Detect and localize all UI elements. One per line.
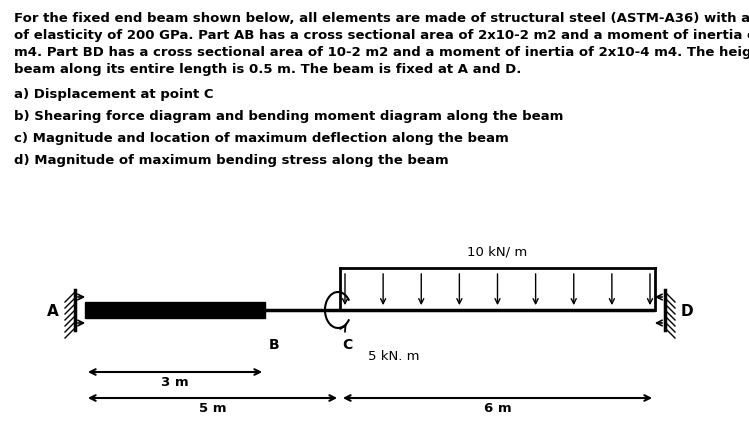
Text: beam along its entire length is 0.5 m. The beam is fixed at A and D.: beam along its entire length is 0.5 m. T…: [14, 63, 521, 76]
Text: 6 m: 6 m: [484, 402, 512, 415]
Bar: [85, 302, 265, 318]
Text: For the fixed end beam shown below, all elements are made of structural steel (A: For the fixed end beam shown below, all …: [14, 12, 749, 25]
Text: b) Shearing force diagram and bending moment diagram along the beam: b) Shearing force diagram and bending mo…: [14, 110, 563, 123]
Text: D: D: [681, 305, 694, 319]
Text: 5 m: 5 m: [198, 402, 226, 415]
Text: 3 m: 3 m: [161, 376, 189, 389]
Text: 10 kN/ m: 10 kN/ m: [467, 246, 527, 258]
Text: C: C: [342, 338, 352, 352]
Text: B: B: [269, 338, 279, 352]
Text: c) Magnitude and location of maximum deflection along the beam: c) Magnitude and location of maximum def…: [14, 132, 509, 145]
Text: a) Displacement at point C: a) Displacement at point C: [14, 88, 213, 101]
Text: of elasticity of 200 GPa. Part AB has a cross sectional area of 2x10-2 m2 and a : of elasticity of 200 GPa. Part AB has a …: [14, 29, 749, 42]
Text: A: A: [47, 305, 59, 319]
Text: d) Magnitude of maximum bending stress along the beam: d) Magnitude of maximum bending stress a…: [14, 154, 449, 167]
Text: 5 kN. m: 5 kN. m: [368, 350, 419, 363]
Text: m4. Part BD has a cross sectional area of 10-2 m2 and a moment of inertia of 2x1: m4. Part BD has a cross sectional area o…: [14, 46, 749, 59]
